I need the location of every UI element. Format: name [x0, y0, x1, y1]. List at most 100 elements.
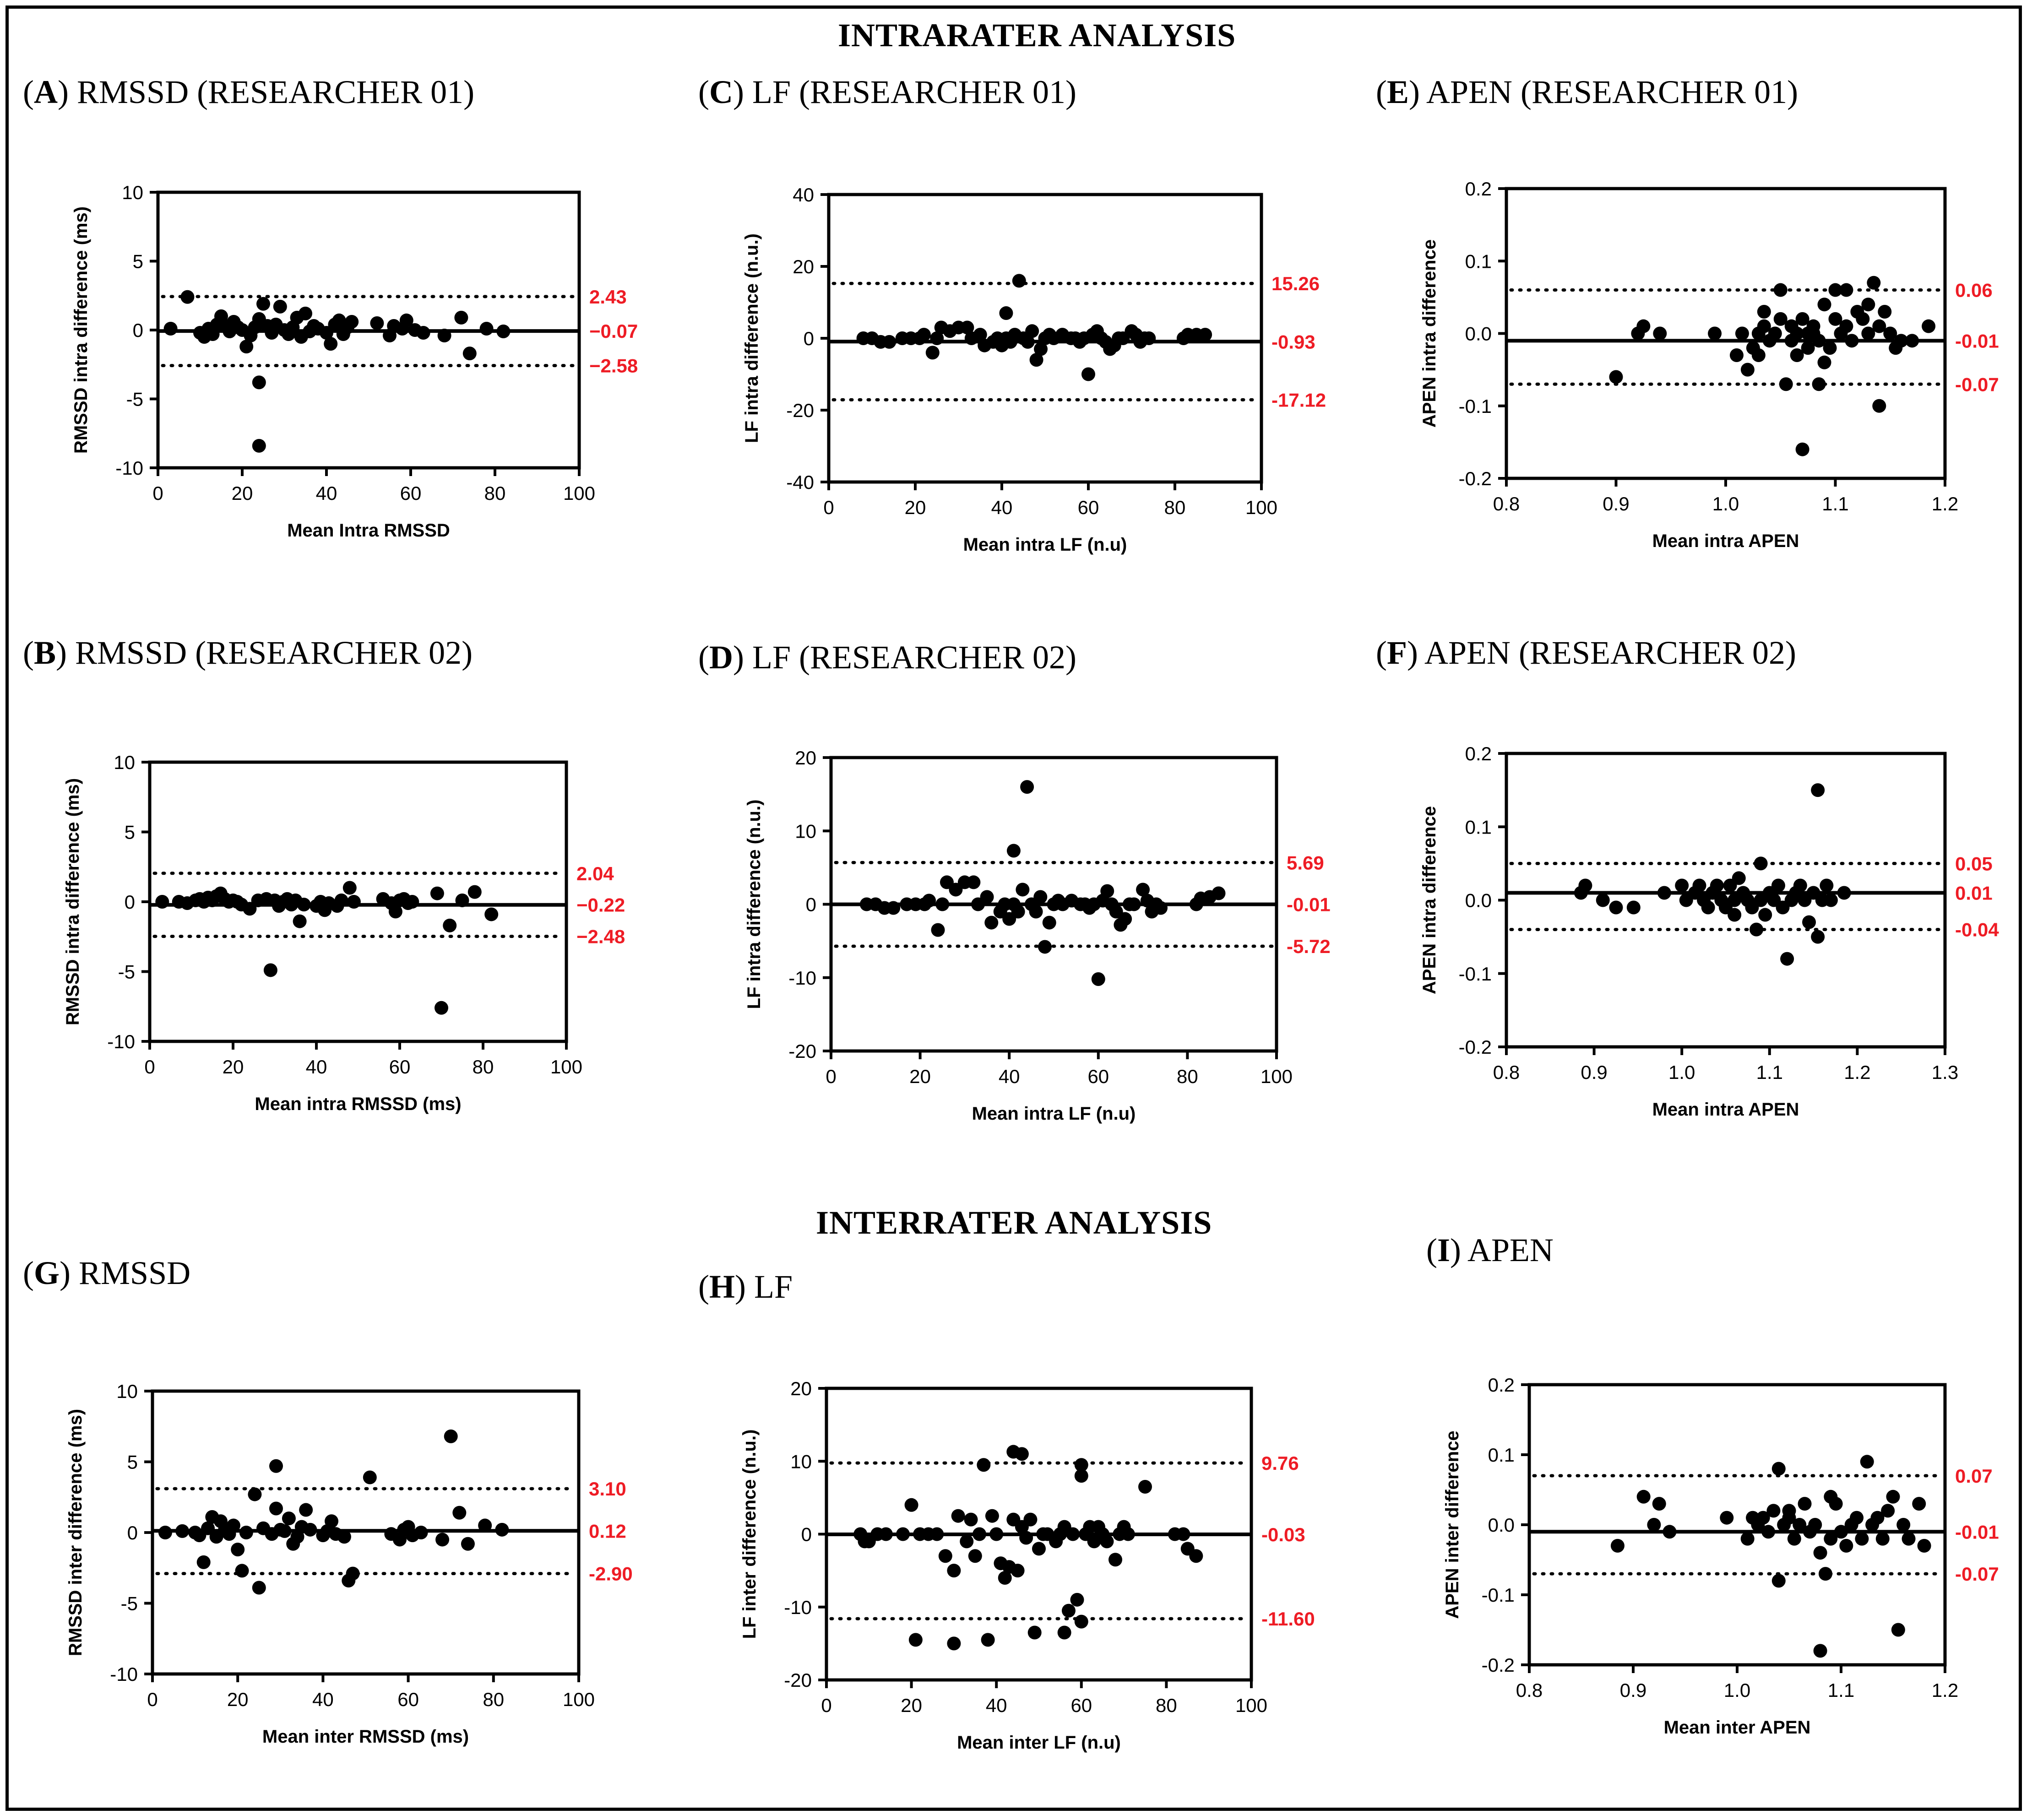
panel-title-g: (G) RMSSD — [23, 1255, 191, 1291]
data-point — [334, 893, 348, 907]
data-point — [1768, 326, 1782, 341]
y-tick-label: -5 — [121, 1593, 138, 1614]
chart-g: 0 20 40 60 80 100 -10 -5 0 5 10 Mean inter RMSSD (m… — [65, 1381, 633, 1747]
data-point — [973, 328, 987, 342]
data-point — [1074, 1469, 1088, 1483]
x-axis-label: Mean intra APEN — [1652, 531, 1799, 551]
lower-limit-label: -17.12 — [1271, 389, 1326, 411]
data-point — [1883, 326, 1897, 341]
y-tick-label: 0.1 — [1465, 250, 1492, 272]
mean-bias-label: -0.93 — [1271, 331, 1315, 352]
data-point — [1912, 1497, 1926, 1511]
data-point — [243, 902, 257, 916]
chart-i: 0.8 0.9 1.0 1.1 1.2 -0.2 -0.1 0.0 0.1 0.2 Mean int… — [1442, 1374, 1999, 1738]
lower-limit-label: -11.60 — [1261, 1608, 1315, 1630]
data-point — [967, 875, 981, 889]
data-point — [155, 895, 169, 909]
data-point — [1773, 283, 1788, 297]
plot-frame — [1505, 187, 1947, 480]
data-point — [297, 898, 311, 912]
data-point — [980, 890, 994, 904]
y-tick-label: 10 — [790, 1451, 812, 1472]
y-tick-label: 0.2 — [1465, 178, 1492, 200]
data-point — [999, 306, 1013, 320]
data-point — [1757, 305, 1771, 319]
data-point — [968, 1549, 982, 1563]
data-point — [1578, 878, 1592, 893]
data-point — [1855, 1532, 1869, 1546]
data-point — [1636, 1490, 1651, 1504]
chart-c: 0 20 40 60 80 100 -40 -20 0 20 40 Mean intra LF (n.… — [742, 184, 1326, 555]
data-point — [1824, 893, 1838, 907]
x-axis-label: Mean intra APEN — [1652, 1100, 1799, 1120]
data-point — [1081, 367, 1095, 381]
data-point — [175, 1524, 190, 1538]
data-point — [443, 918, 457, 932]
data-point — [1771, 1574, 1786, 1588]
data-point — [1867, 276, 1881, 290]
data-point — [1813, 1644, 1827, 1658]
data-point — [299, 306, 312, 320]
data-point — [977, 1458, 991, 1472]
y-tick-label: 10 — [116, 1381, 138, 1402]
data-point — [1118, 912, 1132, 926]
data-point — [1790, 348, 1804, 362]
data-point — [1015, 1447, 1029, 1461]
y-tick-label: -5 — [126, 389, 143, 410]
data-point — [1732, 871, 1746, 885]
figure-frame — [5, 5, 2022, 1811]
data-point — [1142, 331, 1156, 345]
data-point — [1728, 908, 1742, 922]
x-tick-label: 0 — [144, 1056, 155, 1078]
data-point — [1020, 780, 1034, 794]
x-tick-label: 100 — [563, 482, 595, 504]
x-tick-label: 40 — [312, 1689, 334, 1710]
chart-b: 0 20 40 60 80 100 -10 -5 0 5 10 Mean intra RMSSD (m… — [63, 752, 625, 1114]
data-point — [347, 895, 361, 909]
y-tick-label: 0.1 — [1488, 1444, 1515, 1466]
data-point — [1653, 326, 1667, 341]
data-point — [320, 326, 333, 340]
lower-limit-label: −2.48 — [576, 926, 625, 948]
data-point — [1016, 883, 1030, 897]
y-axis-label: LF intra difference (n.u.) — [742, 233, 762, 443]
data-point — [478, 1518, 492, 1533]
x-tick-label: 60 — [1070, 1695, 1092, 1716]
y-tick-label: 0.0 — [1465, 890, 1492, 911]
x-axis-label: Mean Intra RMSSD — [287, 520, 450, 541]
data-point — [1872, 319, 1886, 333]
data-point — [1817, 355, 1831, 369]
x-tick-label: 80 — [1177, 1066, 1198, 1087]
y-tick-label: -20 — [788, 1040, 816, 1062]
data-point — [263, 963, 277, 977]
y-tick-label: 0 — [806, 894, 816, 915]
upper-limit-label: 3.10 — [589, 1478, 626, 1500]
x-tick-label: 1.0 — [1724, 1679, 1750, 1701]
y-tick-label: 0.0 — [1488, 1514, 1515, 1536]
x-tick-label: 0 — [147, 1689, 158, 1710]
lower-limit-label: -2.90 — [589, 1563, 633, 1585]
data-point — [1793, 1518, 1807, 1532]
data-point — [1647, 1518, 1661, 1532]
data-point — [345, 314, 359, 329]
data-point — [989, 1527, 1004, 1541]
y-tick-label: 10 — [795, 820, 816, 842]
data-point — [981, 1633, 995, 1647]
data-point — [495, 1522, 509, 1537]
data-point — [1034, 342, 1048, 356]
data-point — [1766, 1504, 1781, 1518]
data-point — [1870, 1511, 1885, 1525]
data-point — [1006, 844, 1021, 858]
x-tick-label: 0.9 — [1603, 493, 1629, 515]
x-axis-label: Mean intra RMSSD (ms) — [255, 1094, 461, 1114]
y-tick-label: 5 — [133, 251, 143, 272]
upper-limit-label: 0.06 — [1955, 280, 1993, 301]
y-tick-label: -40 — [786, 471, 814, 493]
x-tick-label: 100 — [1245, 497, 1277, 518]
data-point — [1011, 1564, 1025, 1578]
data-point — [1138, 1479, 1152, 1494]
data-point — [1066, 1527, 1080, 1541]
upper-limit-label: 15.26 — [1271, 273, 1320, 294]
x-tick-label: 1.0 — [1668, 1062, 1695, 1083]
data-point — [1861, 326, 1875, 341]
